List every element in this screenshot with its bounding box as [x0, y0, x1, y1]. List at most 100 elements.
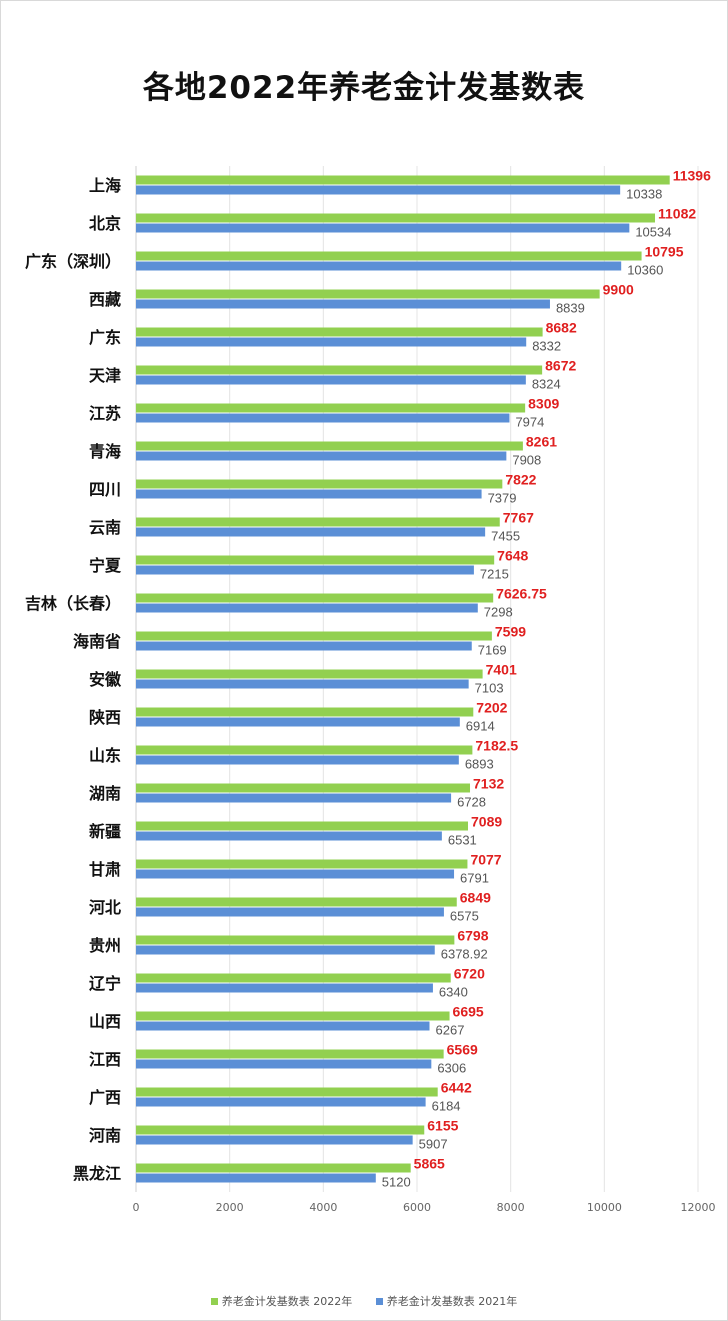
data-label-2022: 7648 [497, 548, 528, 564]
data-label-2022: 11396 [673, 168, 711, 184]
data-label-2022: 6798 [457, 928, 488, 944]
legend-label-2021: 养老金计发基数表 2021年 [386, 1295, 518, 1308]
category-label: 广西 [89, 1088, 121, 1107]
data-label-2022: 5865 [414, 1156, 445, 1172]
data-label-2021: 6893 [465, 757, 494, 772]
bar-2021 [136, 375, 526, 385]
bar-2021 [136, 261, 622, 271]
data-label-2021: 7455 [491, 529, 520, 544]
x-tick-label: 2000 [216, 1201, 244, 1214]
data-label-2022: 7822 [505, 472, 536, 488]
category-label: 吉林（长春） [25, 594, 121, 613]
bar-2022 [136, 365, 543, 375]
bar-2021 [136, 299, 550, 309]
bar-2021 [136, 1173, 376, 1183]
category-label: 陕西 [89, 708, 121, 727]
data-label-2022: 10795 [645, 244, 684, 260]
bar-2022 [136, 1163, 411, 1173]
data-label-2021: 5907 [419, 1137, 448, 1152]
data-label-2021: 7215 [480, 567, 509, 582]
bar-2021 [136, 755, 459, 765]
data-label-2021: 8324 [532, 377, 561, 392]
bar-2021 [136, 831, 442, 841]
bar-2021 [136, 489, 482, 499]
bar-2022 [136, 669, 483, 679]
bar-2022 [136, 327, 543, 337]
bar-2022 [136, 403, 526, 413]
bar-2022 [136, 745, 473, 755]
bar-2021 [136, 1021, 430, 1031]
bar-2022 [136, 631, 492, 641]
data-label-2021: 6791 [460, 871, 489, 886]
x-tick-label: 0 [133, 1201, 140, 1214]
category-label: 贵州 [89, 936, 121, 955]
data-label-2022: 8309 [528, 396, 559, 412]
data-label-2021: 6340 [439, 985, 468, 1000]
bar-2021 [136, 717, 460, 727]
bar-2021 [136, 793, 452, 803]
category-label: 湖南 [89, 784, 121, 803]
data-label-2021: 6267 [436, 1023, 465, 1038]
category-label: 广东 [89, 328, 121, 347]
bar-2022 [136, 251, 642, 261]
data-label-2022: 8672 [545, 358, 576, 374]
legend: 养老金计发基数表 2022年 养老金计发基数表 2021年 [0, 1293, 728, 1309]
bar-2022 [136, 707, 474, 717]
bar-2022 [136, 555, 495, 565]
legend-label-2022: 养老金计发基数表 2022年 [221, 1295, 353, 1308]
data-label-2021: 7908 [512, 453, 541, 468]
bar-2022 [136, 897, 457, 907]
data-label-2022: 8682 [546, 320, 577, 336]
bar-2022 [136, 859, 468, 869]
data-label-2022: 6442 [441, 1080, 472, 1096]
data-label-2022: 6720 [454, 966, 485, 982]
category-label: 山西 [89, 1012, 121, 1031]
data-label-2021: 7974 [515, 415, 544, 430]
data-label-2022: 6695 [453, 1004, 484, 1020]
legend-swatch-2021 [375, 1297, 383, 1305]
data-label-2022: 6569 [447, 1042, 478, 1058]
bar-2022 [136, 213, 656, 223]
bar-2022 [136, 593, 494, 603]
data-label-2022: 7077 [470, 852, 501, 868]
data-label-2022: 9900 [603, 282, 634, 298]
data-label-2021: 7103 [475, 681, 504, 696]
bar-2022 [136, 783, 471, 793]
bar-2022 [136, 175, 670, 185]
data-label-2021: 6531 [448, 833, 477, 848]
bar-2021 [136, 337, 527, 347]
legend-item-2021: 养老金计发基数表 2021年 [375, 1293, 518, 1309]
bar-2021 [136, 185, 621, 195]
data-label-2022: 7626.75 [496, 586, 547, 602]
bar-2022 [136, 479, 503, 489]
category-label: 天津 [89, 366, 121, 385]
bar-2022 [136, 441, 523, 451]
legend-swatch-2022 [210, 1297, 218, 1305]
category-label: 江西 [89, 1050, 121, 1069]
data-label-2022: 7401 [486, 662, 517, 678]
chart-title: 各地2022年养老金计发基数表 [142, 70, 586, 106]
category-label: 甘肃 [89, 860, 121, 879]
bar-2021 [136, 1059, 432, 1069]
data-label-2021: 6575 [450, 909, 479, 924]
data-label-2021: 10360 [627, 263, 663, 278]
data-label-2022: 7089 [471, 814, 502, 830]
bar-2022 [136, 1125, 425, 1135]
data-label-2021: 7169 [478, 643, 507, 658]
bar-2021 [136, 983, 433, 993]
bar-2022 [136, 821, 469, 831]
data-label-2022: 7599 [495, 624, 526, 640]
bar-2021 [136, 603, 478, 613]
data-label-2021: 6914 [466, 719, 495, 734]
bar-2021 [136, 413, 510, 423]
bar-2021 [136, 679, 469, 689]
bar-2021 [136, 223, 630, 233]
bar-2021 [136, 641, 472, 651]
data-label-2021: 6728 [457, 795, 486, 810]
data-label-2021: 10338 [626, 187, 662, 202]
category-label: 四川 [89, 480, 121, 499]
x-tick-label: 8000 [497, 1201, 525, 1214]
category-label: 山东 [89, 746, 121, 765]
x-tick-label: 4000 [309, 1201, 337, 1214]
